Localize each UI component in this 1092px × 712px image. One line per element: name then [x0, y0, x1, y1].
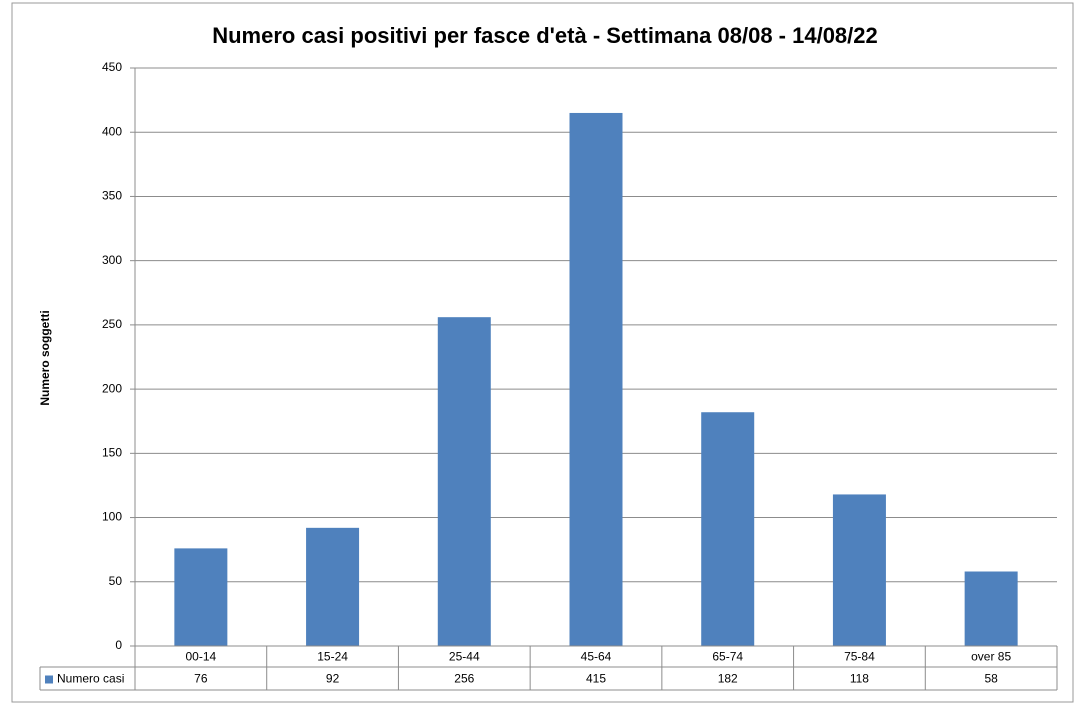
y-tick-label: 150: [102, 446, 122, 460]
bar: [437, 317, 491, 646]
y-tick-label: 300: [102, 253, 122, 267]
table-value: 92: [326, 672, 340, 686]
bar: [964, 571, 1018, 646]
bar: [174, 548, 228, 646]
y-tick-label: 400: [102, 124, 122, 138]
chart-border: [11, 2, 1074, 703]
x-tick-label: 15-24: [317, 650, 348, 664]
table-value: 415: [586, 672, 606, 686]
y-tick-label: 0: [115, 638, 122, 652]
bar: [832, 494, 886, 646]
table-value: 58: [984, 672, 998, 686]
table-value: 76: [194, 672, 208, 686]
bar: [569, 112, 623, 646]
y-tick-label: 250: [102, 317, 122, 331]
y-tick-label: 350: [102, 189, 122, 203]
legend-swatch: [45, 675, 53, 684]
x-tick-label: 25-44: [449, 650, 480, 664]
x-tick-label: 45-64: [581, 650, 612, 664]
chart-title: Numero casi positivi per fasce d'età - S…: [212, 23, 878, 48]
y-tick-label: 100: [102, 510, 122, 524]
y-axis-label: Numero soggetti: [38, 310, 52, 405]
bar: [701, 412, 755, 646]
x-tick-label: 00-14: [186, 650, 217, 664]
x-tick-label: 65-74: [712, 650, 743, 664]
x-tick-label: 75-84: [844, 650, 875, 664]
bar: [306, 527, 360, 646]
table-value: 182: [718, 672, 738, 686]
y-tick-label: 50: [109, 574, 123, 588]
table-value: 256: [454, 672, 474, 686]
y-tick-label: 200: [102, 381, 122, 395]
x-tick-label: over 85: [971, 650, 1011, 664]
table-value: 118: [850, 672, 869, 686]
y-tick-label: 450: [102, 60, 122, 74]
legend-label: Numero casi: [57, 672, 124, 686]
